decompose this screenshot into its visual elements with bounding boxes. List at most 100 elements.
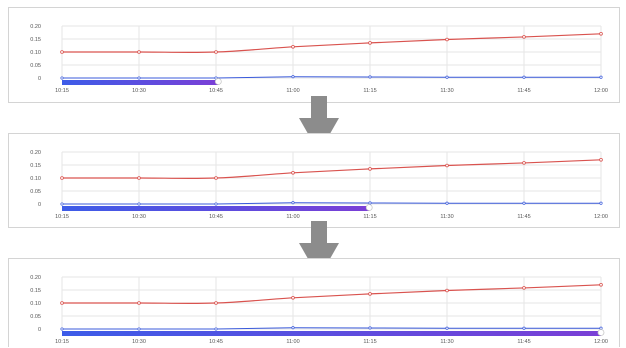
series-point-red bbox=[522, 161, 526, 165]
x-tick-label: 11:15 bbox=[363, 339, 376, 345]
x-tick-label: 11:45 bbox=[517, 214, 530, 220]
series-point-blue bbox=[445, 326, 449, 330]
series-point-blue bbox=[599, 201, 603, 205]
y-tick-label: 0.10 bbox=[30, 176, 41, 182]
progress-handle[interactable] bbox=[365, 204, 373, 211]
series-point-red bbox=[137, 301, 141, 305]
y-tick-label: 0.15 bbox=[30, 163, 41, 169]
series-point-red bbox=[214, 50, 218, 54]
series-point-blue bbox=[137, 327, 141, 331]
progress-handle[interactable] bbox=[214, 78, 222, 85]
y-tick-label: 0 bbox=[38, 327, 41, 333]
series-point-blue bbox=[60, 76, 64, 80]
y-tick-label: 0 bbox=[38, 76, 41, 82]
series-point-red bbox=[522, 286, 526, 290]
series-point-red bbox=[368, 292, 372, 296]
series-point-red bbox=[599, 282, 603, 287]
y-tick-label: 0.15 bbox=[30, 37, 41, 43]
x-tick-label: 10:15 bbox=[55, 88, 69, 94]
y-tick-label: 0.10 bbox=[30, 301, 41, 307]
series-line-red bbox=[61, 33, 602, 53]
x-tick-label: 10:45 bbox=[209, 339, 223, 345]
series-point-blue bbox=[522, 326, 526, 330]
chart-3: 0.20 0.15 0.10 0.05 0 10:15 10:30 10:45 11:00 11:… bbox=[30, 275, 608, 345]
y-tick-label: 0.05 bbox=[30, 314, 41, 320]
chart-2: 0.20 0.15 0.10 0.05 0 10:15 10:30 10:45 11:00 11:… bbox=[30, 150, 608, 220]
chart-panel-3: 0.20 0.15 0.10 0.05 0 10:15 10:30 10:45 11:00 11:… bbox=[8, 258, 620, 347]
series-point-blue bbox=[291, 75, 295, 79]
series-point-blue bbox=[60, 327, 64, 331]
y-tick-label: 0.20 bbox=[30, 24, 41, 30]
down-arrow-icon bbox=[299, 96, 339, 153]
x-tick-label: 11:30 bbox=[440, 214, 453, 220]
x-tick-label: 11:45 bbox=[517, 339, 530, 345]
progress-bar bbox=[62, 331, 601, 336]
series-point-blue bbox=[60, 202, 64, 206]
series-point-red bbox=[291, 295, 295, 300]
x-tick-label: 10:30 bbox=[132, 339, 146, 345]
y-tick-label: 0 bbox=[38, 202, 41, 208]
series-line-blue bbox=[62, 76, 601, 79]
series-point-blue bbox=[214, 327, 218, 331]
series-point-red bbox=[445, 37, 449, 42]
x-tick-label: 10:30 bbox=[132, 88, 146, 94]
series-point-blue bbox=[368, 201, 372, 205]
series-point-red bbox=[368, 41, 372, 45]
series-line-red bbox=[61, 159, 602, 179]
series-point-red bbox=[445, 163, 449, 168]
x-tick-label: 12:00 bbox=[594, 214, 608, 220]
down-arrow-icon bbox=[299, 221, 339, 278]
series-point-red bbox=[522, 35, 526, 39]
x-tick-label: 10:45 bbox=[209, 214, 223, 220]
x-tick-label: 11:15 bbox=[363, 214, 376, 220]
x-tick-label: 11:45 bbox=[517, 88, 530, 94]
series-point-blue bbox=[522, 75, 526, 79]
series-point-red bbox=[291, 170, 295, 175]
series-point-red bbox=[214, 176, 218, 180]
series-point-blue bbox=[368, 75, 372, 79]
progress-bar bbox=[62, 206, 370, 211]
series-point-blue bbox=[291, 201, 295, 205]
series-point-red bbox=[599, 31, 603, 36]
series-point-red bbox=[60, 176, 64, 180]
series-point-red bbox=[291, 44, 295, 49]
series-line-red bbox=[61, 284, 602, 304]
series-point-blue bbox=[137, 202, 141, 206]
chart-panel-1: 0.20 0.15 0.10 0.05 0 10:15 10:30 10:45 11:00 11:… bbox=[8, 7, 620, 103]
x-tick-label: 11:30 bbox=[440, 88, 453, 94]
chart-1: 0.20 0.15 0.10 0.05 0 10:15 10:30 10:45 11:00 11:… bbox=[30, 24, 608, 94]
y-tick-label: 0.05 bbox=[30, 189, 41, 195]
y-tick-label: 0.15 bbox=[30, 288, 41, 294]
x-tick-label: 11:00 bbox=[286, 339, 299, 345]
series-point-blue bbox=[214, 202, 218, 206]
x-tick-label: 12:00 bbox=[594, 339, 608, 345]
series-point-red bbox=[445, 288, 449, 293]
series-point-blue bbox=[445, 201, 449, 205]
x-tick-label: 11:15 bbox=[363, 88, 376, 94]
progress-bar bbox=[62, 80, 219, 85]
series-point-red bbox=[137, 176, 141, 180]
series-point-blue bbox=[599, 326, 603, 330]
series-point-blue bbox=[599, 75, 603, 79]
series-point-blue bbox=[137, 76, 141, 80]
x-tick-label: 12:00 bbox=[594, 88, 608, 94]
series-point-red bbox=[599, 157, 603, 162]
series-point-blue bbox=[445, 75, 449, 79]
x-tick-label: 10:15 bbox=[55, 214, 69, 220]
progress-handle[interactable] bbox=[597, 329, 605, 336]
series-line-blue bbox=[62, 327, 601, 330]
series-point-red bbox=[60, 301, 64, 305]
chart-panel-2: 0.20 0.15 0.10 0.05 0 10:15 10:30 10:45 11:00 11:… bbox=[8, 133, 620, 228]
x-tick-label: 11:30 bbox=[440, 339, 453, 345]
x-tick-label: 10:30 bbox=[132, 214, 146, 220]
series-point-red bbox=[137, 50, 141, 54]
x-tick-label: 11:00 bbox=[286, 214, 299, 220]
y-tick-label: 0.20 bbox=[30, 275, 41, 281]
series-line-blue bbox=[62, 202, 601, 205]
series-point-blue bbox=[291, 326, 295, 330]
series-point-red bbox=[368, 167, 372, 171]
series-point-red bbox=[60, 50, 64, 54]
x-tick-label: 11:00 bbox=[286, 88, 299, 94]
series-point-red bbox=[214, 301, 218, 305]
series-point-blue bbox=[368, 326, 372, 330]
